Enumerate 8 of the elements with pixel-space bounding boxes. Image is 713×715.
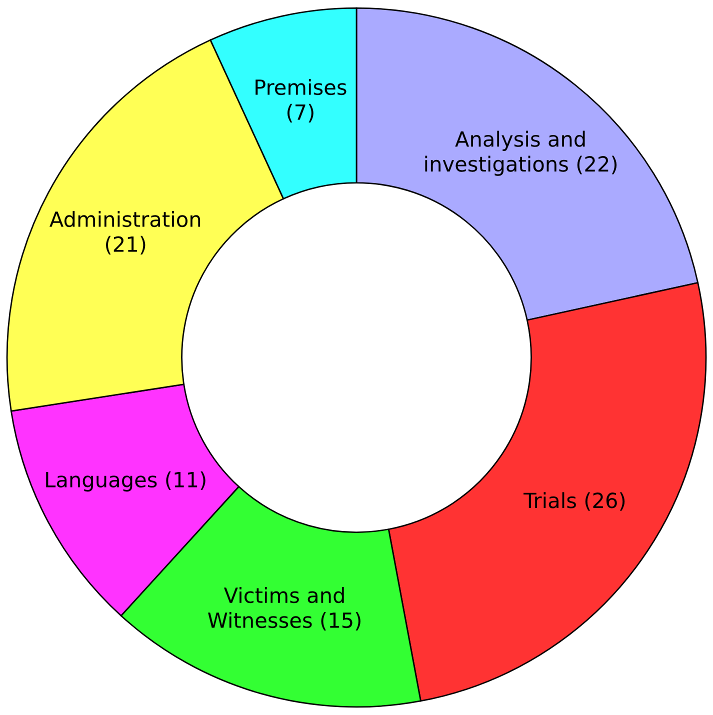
slice-label: Victims and Witnesses (15) xyxy=(208,587,360,631)
slice-label: Administration xyxy=(50,210,200,228)
slice-label: Premises xyxy=(256,78,346,96)
slice-label: Languages (11) xyxy=(46,471,206,492)
data-label: (7) xyxy=(287,104,314,122)
slice-label: Trials (26) xyxy=(524,492,625,511)
slice-label: Analysis and investigations (22) xyxy=(425,130,617,176)
data-label: (21) xyxy=(106,236,146,254)
